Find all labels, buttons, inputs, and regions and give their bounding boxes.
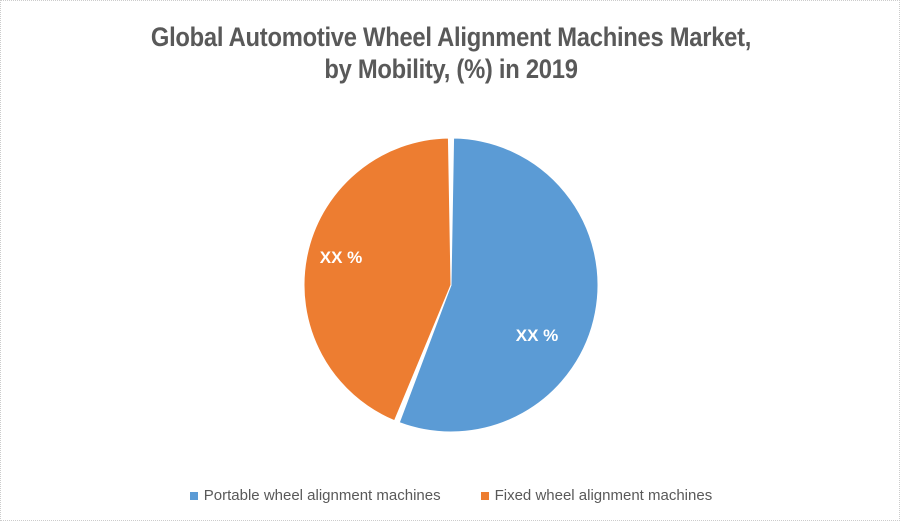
legend-swatch-fixed-icon bbox=[480, 491, 489, 500]
legend-item-portable[interactable]: Portable wheel alignment machines bbox=[189, 487, 441, 504]
legend-label-portable: Portable wheel alignment machines bbox=[203, 487, 441, 504]
chart-title-line-1: Global Automotive Wheel Alignment Machin… bbox=[150, 22, 752, 52]
legend-label-fixed: Fixed wheel alignment machines bbox=[494, 487, 713, 504]
legend-item-fixed[interactable]: Fixed wheel alignment machines bbox=[480, 487, 713, 504]
chart-title-line-2: by Mobility, (%) in 2019 bbox=[324, 54, 578, 84]
pie-slice-portable-wheel-alignment-machines[interactable] bbox=[398, 137, 599, 433]
pie-slice-fixed-wheel-alignment-machines[interactable] bbox=[303, 137, 452, 422]
chart-title: Global Automotive Wheel Alignment Machin… bbox=[54, 21, 848, 85]
legend: Portable wheel alignment machines Fixed … bbox=[0, 483, 902, 508]
legend-swatch-portable-icon bbox=[189, 491, 198, 500]
